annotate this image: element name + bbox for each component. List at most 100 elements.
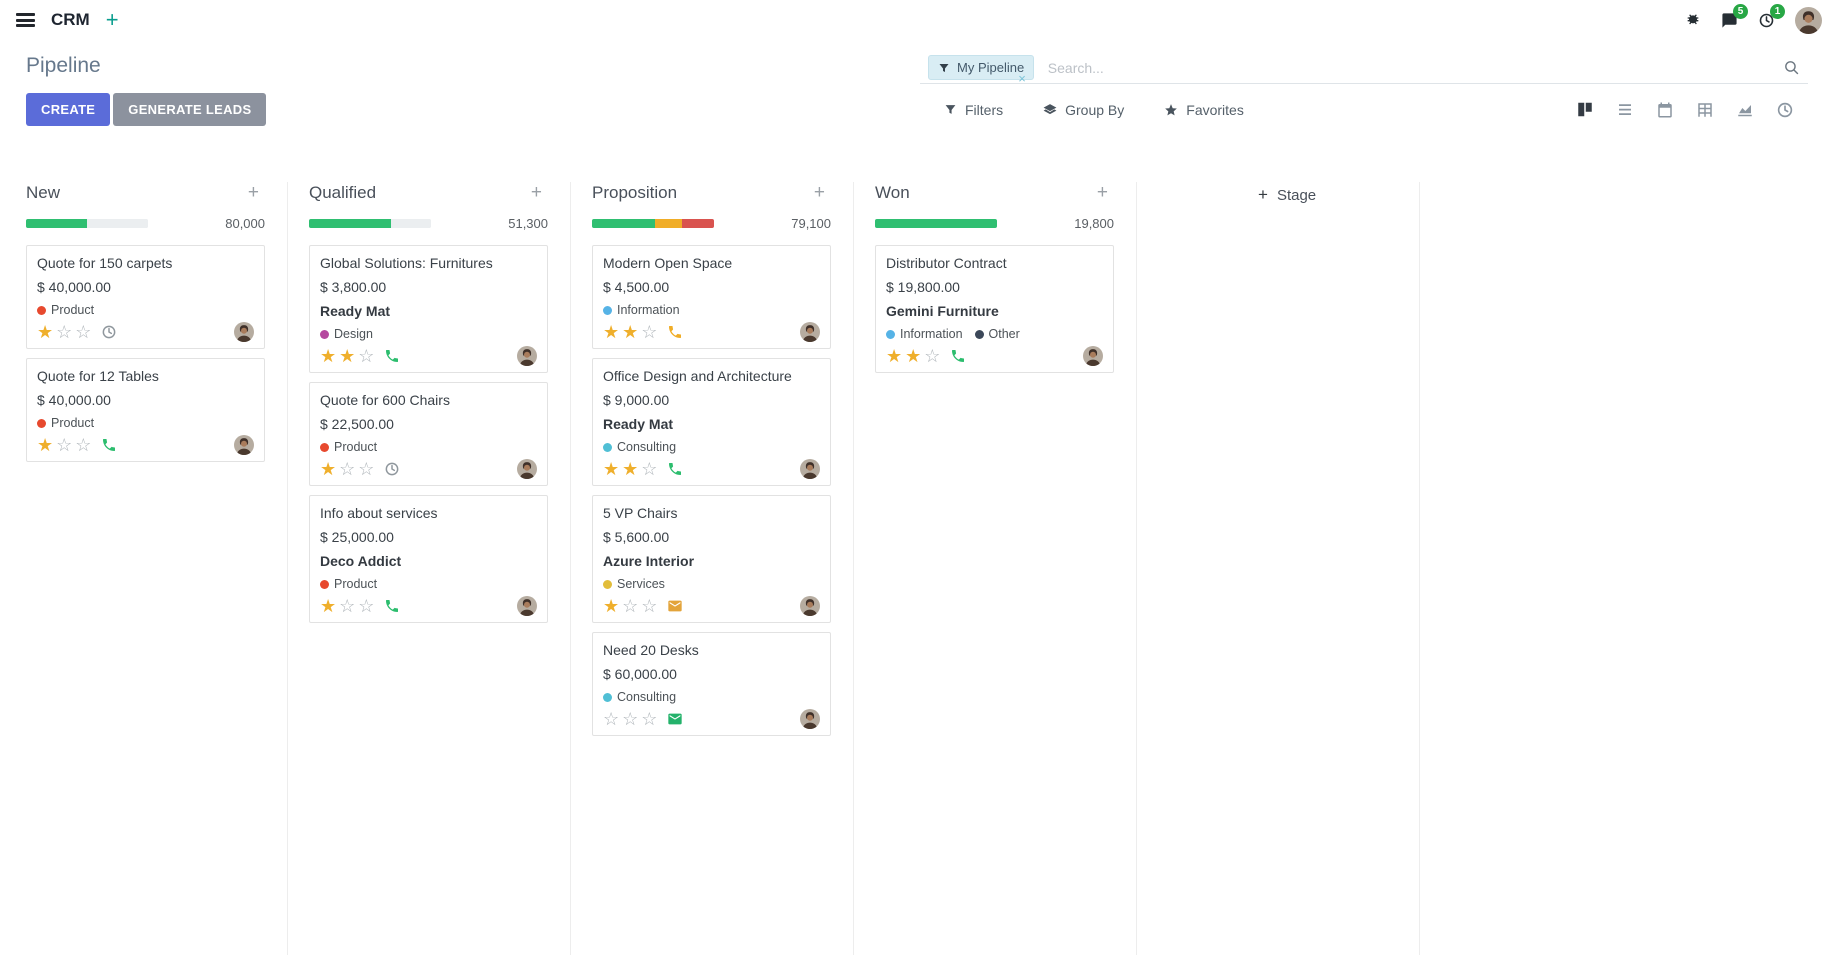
star-icon[interactable] [320, 347, 336, 365]
add-stage-button[interactable]: Stage [1252, 184, 1322, 206]
card-amount: $ 3,800.00 [320, 279, 387, 295]
star-icon[interactable] [641, 710, 657, 728]
star-icon[interactable] [622, 323, 638, 341]
kanban-card[interactable]: Info about services $ 25,000.00 Deco Add… [309, 495, 548, 623]
star-icon[interactable] [75, 323, 91, 341]
priority-stars[interactable] [603, 460, 660, 478]
kanban-card[interactable]: Quote for 600 Chairs $ 22,500.00 Product [309, 382, 548, 486]
star-icon[interactable] [641, 597, 657, 615]
facet-remove-icon[interactable] [1018, 71, 1026, 86]
apps-menu-icon[interactable] [16, 13, 35, 27]
phone-icon[interactable] [667, 324, 683, 340]
kanban-card[interactable]: Global Solutions: Furnitures $ 3,800.00 … [309, 245, 548, 373]
bug-icon[interactable] [1685, 12, 1701, 28]
star-icon[interactable] [603, 460, 619, 478]
star-icon[interactable] [358, 347, 374, 365]
star-icon[interactable] [320, 460, 336, 478]
search-input[interactable] [1041, 55, 1781, 80]
kanban-card[interactable]: Need 20 Desks $ 60,000.00 Consulting [592, 632, 831, 736]
priority-stars[interactable] [320, 460, 377, 478]
priority-stars[interactable] [603, 323, 660, 341]
kanban-card[interactable]: Distributor Contract $ 19,800.00 Gemini … [875, 245, 1114, 373]
column-add-icon[interactable] [525, 182, 548, 203]
column-progressbar[interactable] [592, 219, 714, 228]
star-icon[interactable] [603, 710, 619, 728]
star-icon[interactable] [339, 597, 355, 615]
app-name[interactable]: CRM [51, 10, 90, 29]
kanban-column-won: Won 19,800 Distributor Contract $ 19,800… [854, 182, 1137, 955]
tag-color-dot [320, 329, 329, 339]
star-icon[interactable] [56, 323, 72, 341]
phone-icon[interactable] [667, 461, 683, 477]
activity-view-button[interactable] [1770, 96, 1800, 123]
filters-menu[interactable]: Filters [938, 101, 1009, 119]
group-by-menu[interactable]: Group By [1037, 101, 1130, 119]
column-progressbar[interactable] [875, 219, 997, 228]
priority-stars[interactable] [320, 597, 377, 615]
kanban-card[interactable]: Modern Open Space $ 4,500.00 Information [592, 245, 831, 349]
column-progressbar[interactable] [26, 219, 148, 228]
star-icon[interactable] [924, 347, 940, 365]
star-icon[interactable] [905, 347, 921, 365]
phone-icon[interactable] [950, 348, 966, 364]
kanban-card[interactable]: 5 VP Chairs $ 5,600.00 Azure Interior Se… [592, 495, 831, 623]
star-icon[interactable] [622, 710, 638, 728]
envelope-icon[interactable] [667, 598, 683, 614]
star-icon[interactable] [37, 436, 53, 454]
star-icon[interactable] [37, 323, 53, 341]
messages-icon[interactable]: 5 [1721, 3, 1748, 29]
column-add-icon[interactable] [1091, 182, 1114, 203]
star-icon[interactable] [75, 436, 91, 454]
phone-icon[interactable] [101, 437, 117, 453]
column-title[interactable]: Proposition [592, 182, 678, 202]
graph-view-button[interactable] [1730, 96, 1760, 123]
kanban-card[interactable]: Quote for 150 carpets $ 40,000.00 Produc… [26, 245, 265, 349]
generate-leads-button[interactable]: GENERATE LEADS [113, 93, 267, 126]
favorites-menu[interactable]: Favorites [1158, 101, 1250, 119]
priority-stars[interactable] [320, 347, 377, 365]
top-navbar: CRM 5 1 [0, 0, 1838, 40]
kanban-view-button[interactable] [1570, 96, 1600, 123]
calendar-view-button[interactable] [1650, 96, 1680, 123]
priority-stars[interactable] [886, 347, 943, 365]
star-icon[interactable] [339, 347, 355, 365]
star-icon[interactable] [56, 436, 72, 454]
kanban-card[interactable]: Office Design and Architecture $ 9,000.0… [592, 358, 831, 486]
star-icon[interactable] [641, 460, 657, 478]
list-view-button[interactable] [1610, 96, 1640, 123]
priority-stars[interactable] [603, 710, 660, 728]
plus-icon[interactable] [106, 9, 119, 31]
user-avatar[interactable] [1795, 7, 1822, 34]
phone-icon[interactable] [384, 598, 400, 614]
clock-icon[interactable] [101, 324, 117, 340]
kanban-card[interactable]: Quote for 12 Tables $ 40,000.00 Product [26, 358, 265, 462]
column-progressbar[interactable] [309, 219, 431, 228]
priority-stars[interactable] [603, 597, 660, 615]
priority-stars[interactable] [37, 436, 94, 454]
column-title[interactable]: Qualified [309, 182, 377, 202]
column-title[interactable]: New [26, 182, 61, 202]
star-icon[interactable] [603, 323, 619, 341]
star-icon[interactable] [358, 460, 374, 478]
create-button[interactable]: CREATE [26, 93, 111, 126]
star-icon[interactable] [622, 460, 638, 478]
column-add-icon[interactable] [808, 182, 831, 203]
phone-icon[interactable] [384, 348, 400, 364]
star-icon[interactable] [603, 597, 619, 615]
star-icon[interactable] [320, 597, 336, 615]
star-icon[interactable] [641, 323, 657, 341]
star-icon[interactable] [358, 597, 374, 615]
star-icon[interactable] [339, 460, 355, 478]
search-icon[interactable] [1781, 57, 1802, 78]
column-add-icon[interactable] [242, 182, 265, 203]
star-icon[interactable] [622, 597, 638, 615]
star-icon[interactable] [886, 347, 902, 365]
activities-clock-icon[interactable]: 1 [1758, 3, 1785, 29]
column-title[interactable]: Won [875, 182, 910, 202]
card-tags: Consulting [603, 440, 820, 454]
priority-stars[interactable] [37, 323, 94, 341]
plus-icon [1258, 185, 1268, 205]
pivot-view-button[interactable] [1690, 96, 1720, 123]
clock-icon[interactable] [384, 461, 400, 477]
envelope-icon[interactable] [667, 711, 683, 727]
